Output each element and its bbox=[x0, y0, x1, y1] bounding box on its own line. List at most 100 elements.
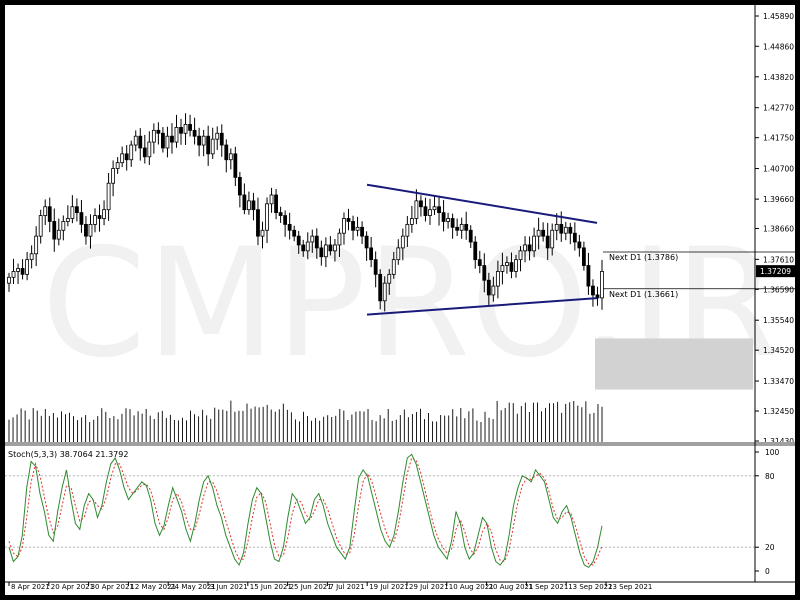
candle bbox=[156, 129, 161, 134]
candle bbox=[165, 135, 170, 149]
candle bbox=[283, 215, 288, 225]
candle bbox=[333, 244, 337, 252]
candle bbox=[482, 265, 487, 281]
candle bbox=[93, 215, 97, 225]
candle bbox=[274, 194, 278, 214]
candle bbox=[129, 144, 134, 161]
candle bbox=[572, 232, 577, 243]
candle bbox=[419, 200, 423, 208]
candle bbox=[554, 223, 559, 231]
candle bbox=[364, 235, 369, 249]
candle bbox=[106, 182, 111, 211]
time-tick-label: 10 Aug 2021 bbox=[449, 583, 494, 591]
chart-svg[interactable]: CMPRO.IR Next D1 (1.3786)Next D1 (1.3661… bbox=[5, 5, 795, 595]
candle bbox=[405, 223, 410, 237]
current-price-label: 1.37209 bbox=[760, 267, 791, 276]
candle bbox=[301, 244, 306, 252]
candle bbox=[215, 132, 220, 140]
candle bbox=[206, 135, 211, 155]
candle bbox=[147, 141, 152, 158]
chart-area[interactable]: CMPRO.IR Next D1 (1.3786) Next D1 (1.3661… bbox=[5, 5, 795, 595]
price-tick-label: 1.34520 bbox=[763, 346, 794, 355]
candle bbox=[559, 223, 564, 234]
candle bbox=[161, 132, 165, 149]
trendline-upper[interactable] bbox=[366, 183, 598, 224]
candle bbox=[396, 247, 401, 261]
candle bbox=[423, 206, 428, 216]
stoch-tick-label: 20 bbox=[765, 543, 775, 552]
stoch-tick-label: 0 bbox=[765, 567, 770, 576]
candle bbox=[446, 218, 450, 222]
candle bbox=[79, 212, 84, 225]
candle bbox=[355, 226, 360, 231]
candle bbox=[43, 206, 48, 216]
candle bbox=[237, 176, 242, 196]
candle bbox=[328, 244, 333, 252]
candle bbox=[38, 215, 43, 237]
candle bbox=[56, 229, 61, 240]
candle bbox=[342, 218, 346, 234]
price-tick-label: 1.33470 bbox=[763, 377, 794, 386]
candle bbox=[346, 218, 351, 222]
candle bbox=[337, 232, 342, 246]
candle bbox=[591, 285, 595, 296]
time-tick-label: 20 Apr 2021 bbox=[51, 583, 94, 591]
candle bbox=[111, 168, 116, 184]
time-tick-label: 12 May 2021 bbox=[130, 583, 176, 591]
next-level-label: Next D1 (1.3786) bbox=[609, 253, 678, 262]
time-tick-label: 24 May 2021 bbox=[170, 583, 216, 591]
candle bbox=[577, 241, 582, 249]
candle bbox=[500, 265, 505, 272]
candle bbox=[391, 259, 396, 275]
candle bbox=[514, 259, 518, 272]
candle bbox=[70, 206, 75, 219]
candle bbox=[518, 250, 523, 261]
next-level-label: Next D1 (1.3661) bbox=[609, 290, 678, 299]
candle bbox=[201, 135, 206, 146]
stoch-tick-label: 100 bbox=[765, 448, 780, 457]
candle bbox=[491, 285, 496, 296]
candle bbox=[523, 244, 527, 252]
price-tick-label: 1.36590 bbox=[763, 285, 794, 294]
stoch-tick-label: 80 bbox=[765, 472, 775, 481]
candle bbox=[437, 206, 441, 214]
candle bbox=[142, 147, 147, 158]
candle bbox=[84, 223, 88, 237]
candle bbox=[102, 209, 106, 219]
price-tick-label: 1.42770 bbox=[763, 104, 794, 113]
candle bbox=[265, 203, 269, 231]
candle bbox=[233, 153, 238, 178]
time-tick-label: 25 Jun 2021 bbox=[290, 583, 332, 591]
candle bbox=[20, 268, 25, 275]
candle bbox=[188, 124, 192, 131]
candle bbox=[509, 262, 514, 272]
candle bbox=[464, 223, 469, 231]
candle bbox=[563, 226, 568, 234]
candle bbox=[351, 221, 355, 231]
trendline-lower[interactable] bbox=[366, 297, 598, 316]
candle bbox=[115, 162, 120, 169]
price-tick-label: 1.41750 bbox=[763, 134, 794, 143]
candle bbox=[373, 259, 378, 275]
candle bbox=[450, 218, 455, 228]
time-tick-label: 13 Sep 2021 bbox=[568, 583, 612, 591]
time-tick-label: 19 Jul 2021 bbox=[369, 583, 409, 591]
candle bbox=[305, 241, 310, 252]
candle bbox=[251, 200, 256, 211]
price-tick-label: 1.39660 bbox=[763, 195, 794, 204]
candle bbox=[228, 153, 233, 161]
candle bbox=[88, 223, 93, 237]
highlight-zone bbox=[595, 338, 753, 390]
candle bbox=[197, 135, 202, 146]
price-tick-label: 1.38660 bbox=[763, 225, 794, 234]
candle bbox=[310, 235, 315, 243]
candle bbox=[581, 247, 586, 266]
candle bbox=[170, 135, 174, 143]
price-tick-label: 1.40700 bbox=[763, 165, 794, 174]
pane-separator[interactable] bbox=[5, 442, 795, 446]
candle bbox=[382, 282, 387, 302]
candle bbox=[11, 271, 16, 278]
candle bbox=[378, 273, 383, 302]
candle bbox=[224, 144, 229, 161]
candle bbox=[29, 253, 34, 261]
